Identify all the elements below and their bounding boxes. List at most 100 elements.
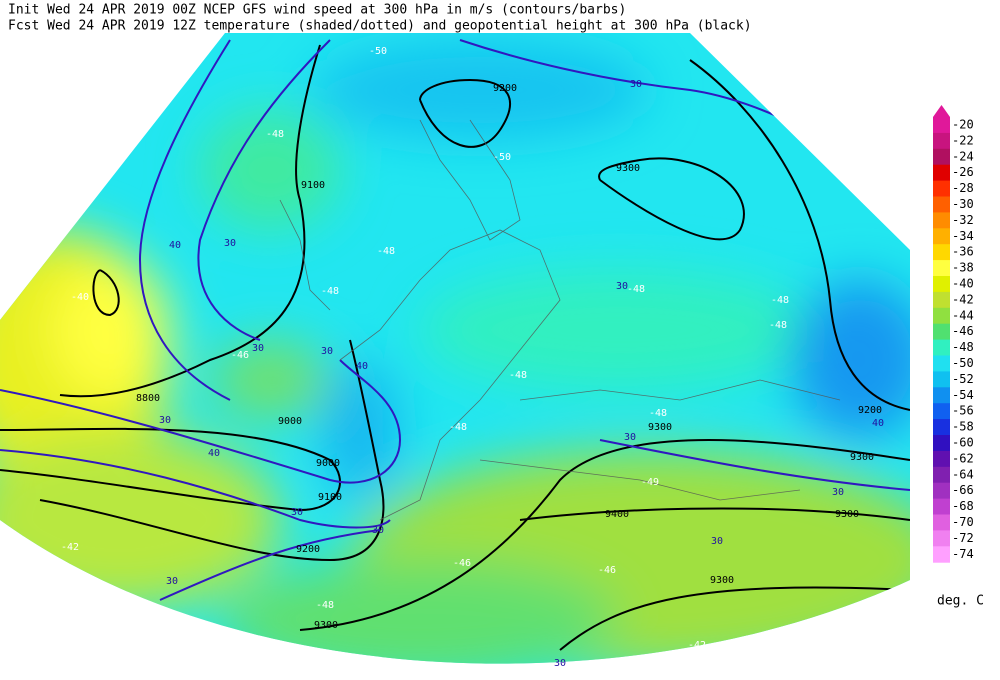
temperature-label: -48	[266, 129, 284, 140]
colorbar-box	[933, 260, 950, 277]
colorbar-box	[933, 276, 950, 293]
wind-label: 40	[169, 240, 181, 251]
height-label: 9100	[318, 492, 342, 503]
colorbar-box	[933, 498, 950, 515]
colorbar-label: -22	[952, 133, 974, 147]
wind-contour-labels: 30 40 30 30 30 40 30 40 30 30 30 30 30 3…	[159, 79, 884, 669]
colorbar-label: -60	[952, 436, 974, 450]
height-label: 9200	[493, 83, 517, 94]
colorbar-label: -64	[952, 467, 974, 481]
colorbar-label: -50	[952, 356, 974, 370]
wind-label: 30	[630, 79, 642, 90]
temperature-label: -42	[688, 640, 706, 651]
colorbar-box	[933, 323, 950, 341]
colorbar-label: -54	[952, 388, 974, 402]
temperature-label: -46	[453, 558, 471, 569]
colorbar-box	[933, 546, 950, 563]
wind-label: 30	[832, 487, 844, 498]
colorbar-box	[933, 196, 950, 213]
colorbar-box	[933, 307, 950, 325]
colorbar-label: -44	[952, 308, 974, 322]
colorbar-box	[933, 482, 950, 500]
colorbar-label: -26	[952, 165, 974, 179]
temperature-label: -48	[649, 408, 667, 419]
height-label: 9300	[850, 452, 874, 463]
temperature-label: -42	[61, 542, 79, 553]
colorbar-box	[933, 387, 950, 404]
colorbar-label: -32	[952, 213, 974, 227]
colorbar: -20-22 -24 -26 -28 -30 -32 -34 -36 -38 -40-42 -44 -…	[933, 105, 974, 563]
colorbar-box	[933, 371, 950, 388]
temperature-label: -40	[71, 292, 89, 303]
header-line-2: Fcst Wed 24 APR 2019 12Z temperature (sh…	[8, 19, 752, 34]
wind-label: 30	[711, 536, 723, 547]
height-label: 9000	[278, 416, 302, 427]
height-label: 9300	[314, 620, 338, 631]
temperature-label: -48	[627, 284, 645, 295]
colorbar-label: -36	[952, 245, 974, 259]
colorbar-box	[933, 291, 950, 309]
temperature-label: -46	[598, 565, 616, 576]
colorbar-box	[933, 164, 950, 182]
temperature-label: -48	[509, 370, 527, 381]
temperature-label: -49	[641, 477, 659, 488]
colorbar-box	[933, 435, 950, 452]
temperature-label: -50	[493, 152, 511, 163]
colorbar-unit: deg. C	[937, 594, 984, 609]
colorbar-label: -20	[952, 118, 974, 132]
temperature-label: -48	[771, 295, 789, 306]
temperature-label: -48	[769, 320, 787, 331]
wind-label: 30	[554, 658, 566, 669]
temperature-label: -48	[316, 600, 334, 611]
colorbar-label: -70	[952, 515, 974, 529]
colorbar-label: -58	[952, 420, 974, 434]
colorbar-box	[933, 450, 950, 468]
height-label: 9300	[616, 163, 640, 174]
height-label: 8800	[136, 393, 160, 404]
wind-label: 30	[166, 576, 178, 587]
colorbar-box	[933, 180, 950, 197]
map-area	[0, 33, 910, 664]
colorbar-box	[933, 228, 950, 245]
height-contour-labels: 9100 9200 9300 8800 9000 9000 9100 9200 …	[136, 83, 882, 631]
wind-label: 40	[356, 361, 368, 372]
wind-label: 40	[872, 418, 884, 429]
wind-label: 30	[252, 343, 264, 354]
colorbar-box	[933, 212, 950, 229]
colorbar-label: -72	[952, 531, 974, 545]
wind-label: 30	[159, 415, 171, 426]
height-label: 9000	[316, 458, 340, 469]
colorbar-label: -46	[952, 324, 974, 338]
colorbar-label: -28	[952, 181, 974, 195]
colorbar-label: -68	[952, 499, 974, 513]
colorbar-box	[933, 117, 950, 134]
temperature-contour-labels: -50 -48 -50 -48 -48 -46 -40 -48 -48 -48 …	[61, 46, 789, 651]
colorbar-label: -30	[952, 197, 974, 211]
colorbar-box	[933, 419, 950, 436]
colorbar-label: -56	[952, 404, 974, 418]
colorbar-label: -40	[952, 277, 974, 291]
colorbar-arrow	[933, 105, 950, 117]
height-label: 9100	[301, 180, 325, 191]
wind-label: 30	[616, 281, 628, 292]
colorbar-box	[933, 466, 950, 484]
colorbar-box	[933, 148, 950, 166]
colorbar-box	[933, 355, 950, 372]
colorbar-label: -34	[952, 229, 974, 243]
wind-label: 40	[208, 448, 220, 459]
height-label: 9300	[835, 509, 859, 520]
temperature-label: -48	[321, 286, 339, 297]
height-label: 9300	[710, 575, 734, 586]
colorbar-label: -66	[952, 483, 974, 497]
colorbar-label: -38	[952, 261, 974, 275]
colorbar-box	[933, 530, 950, 547]
height-label: 9400	[605, 509, 629, 520]
colorbar-box	[933, 339, 950, 356]
wind-label: 30	[372, 525, 384, 536]
header-line-1: Init Wed 24 APR 2019 00Z NCEP GFS wind s…	[8, 3, 626, 18]
colorbar-label: -42	[952, 292, 974, 306]
height-label: 9300	[648, 422, 672, 433]
colorbar-label: -74	[952, 547, 974, 561]
colorbar-box	[933, 514, 950, 531]
